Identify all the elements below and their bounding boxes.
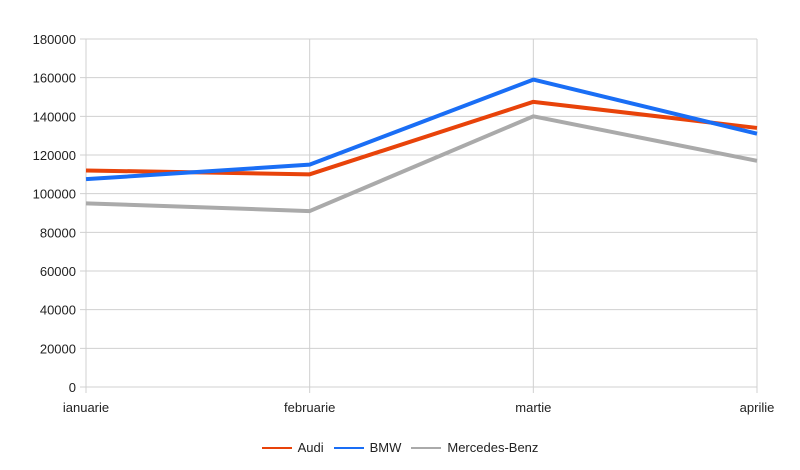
legend-swatch-icon xyxy=(411,446,442,449)
y-tick-label: 140000 xyxy=(33,109,76,124)
series-line-bmw xyxy=(85,77,758,182)
y-axis: 0 20000 40000 60000 80000 100000 120000 140000 1… xyxy=(33,32,76,395)
x-tick-label: februarie xyxy=(284,400,335,415)
legend-swatch-icon xyxy=(333,446,364,449)
y-tick-label: 160000 xyxy=(33,71,76,86)
legend: Audi BMW Mercedes-Benz xyxy=(0,440,800,455)
legend-label: Audi xyxy=(297,440,324,455)
series-lines xyxy=(85,77,758,214)
y-tick-label: 0 xyxy=(69,380,76,395)
legend-label: BMW xyxy=(369,440,402,455)
x-tick-label: martie xyxy=(515,400,551,415)
series-line-mercedes-benz xyxy=(85,114,758,214)
y-tick-label: 100000 xyxy=(33,187,76,202)
legend-swatch-icon xyxy=(261,446,292,449)
y-tick-label: 80000 xyxy=(40,225,76,240)
x-tick-label: ianuarie xyxy=(63,400,109,415)
y-tick-label: 120000 xyxy=(33,148,76,163)
y-tick-label: 180000 xyxy=(33,32,76,47)
legend-item-audi: Audi xyxy=(261,440,324,455)
x-axis: ianuarie februarie martie aprilie xyxy=(63,400,774,415)
gridlines xyxy=(80,38,758,393)
y-tick-label: 60000 xyxy=(40,264,76,279)
legend-item-bmw: BMW xyxy=(333,440,402,455)
x-tick-label: aprilie xyxy=(740,400,775,415)
legend-item-mercedes-benz: Mercedes-Benz xyxy=(411,440,538,455)
legend-label: Mercedes-Benz xyxy=(447,440,539,455)
y-tick-label: 20000 xyxy=(40,341,76,356)
y-tick-label: 40000 xyxy=(40,303,76,318)
